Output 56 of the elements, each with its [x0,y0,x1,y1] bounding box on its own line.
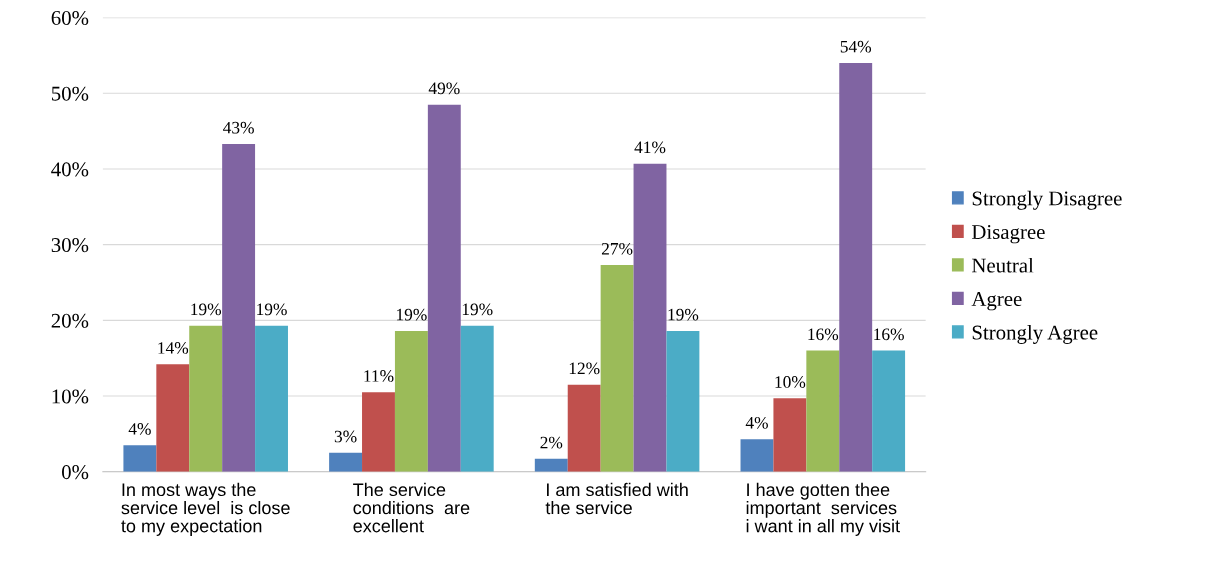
y-tick-label: 0% [61,465,89,480]
data-label: 19% [462,303,493,316]
data-label: 12% [569,362,600,375]
data-label: 54% [840,40,872,53]
data-label: 4% [128,423,151,435]
y-tick-label: 30% [51,238,89,253]
data-label: 19% [191,303,222,316]
bar [806,350,840,472]
x-tick-label: I have gotten thee important services i want in all my visit [746,482,900,536]
x-tick-label: In most ways the service level is close to my expectation [121,482,290,536]
bar [773,398,807,472]
bar [666,330,700,472]
data-label: 10% [775,376,806,388]
data-label: 43% [223,121,254,134]
data-label: 19% [668,308,699,321]
bar [255,325,288,472]
data-label: 3% [334,430,357,443]
legend-label: Agree [971,292,1022,311]
bar [362,392,395,472]
bar [872,350,906,472]
bar [633,163,667,472]
data-label: 19% [257,303,287,316]
data-label: 11% [364,370,394,382]
bar [156,364,190,472]
data-label: 49% [428,82,460,95]
data-label: 19% [397,308,427,321]
bar [567,384,601,472]
bar [600,265,634,472]
data-label: 41% [634,141,666,154]
x-tick-label: The service conditions are excellent [353,482,470,533]
y-tick-label: 20% [51,313,89,328]
legend-label: Neutral [971,257,1034,273]
data-label: 27% [601,242,633,255]
data-label: 2% [540,436,563,449]
bar [427,104,461,472]
bar [394,330,428,472]
bar [123,445,157,472]
data-label: 4% [745,417,768,429]
data-label: 16% [874,328,904,341]
x-tick-label: I am satisfied with the service [545,482,688,515]
data-label: 16% [808,328,839,341]
y-tick-label: 40% [51,162,89,177]
bar [460,325,494,472]
y-tick-label: 60% [51,10,89,26]
bar [189,325,223,472]
legend-label: Strongly Disagree [972,190,1122,210]
legend-label: Strongly Agree [972,324,1098,344]
bar [222,143,256,472]
data-label: 14% [158,342,189,354]
bar [740,439,774,472]
bar [329,452,363,472]
bar [534,458,568,472]
bar [839,62,873,472]
y-tick-label: 50% [51,86,89,101]
legend-label: Disagree [971,225,1045,244]
y-tick-label: 10% [52,389,89,404]
